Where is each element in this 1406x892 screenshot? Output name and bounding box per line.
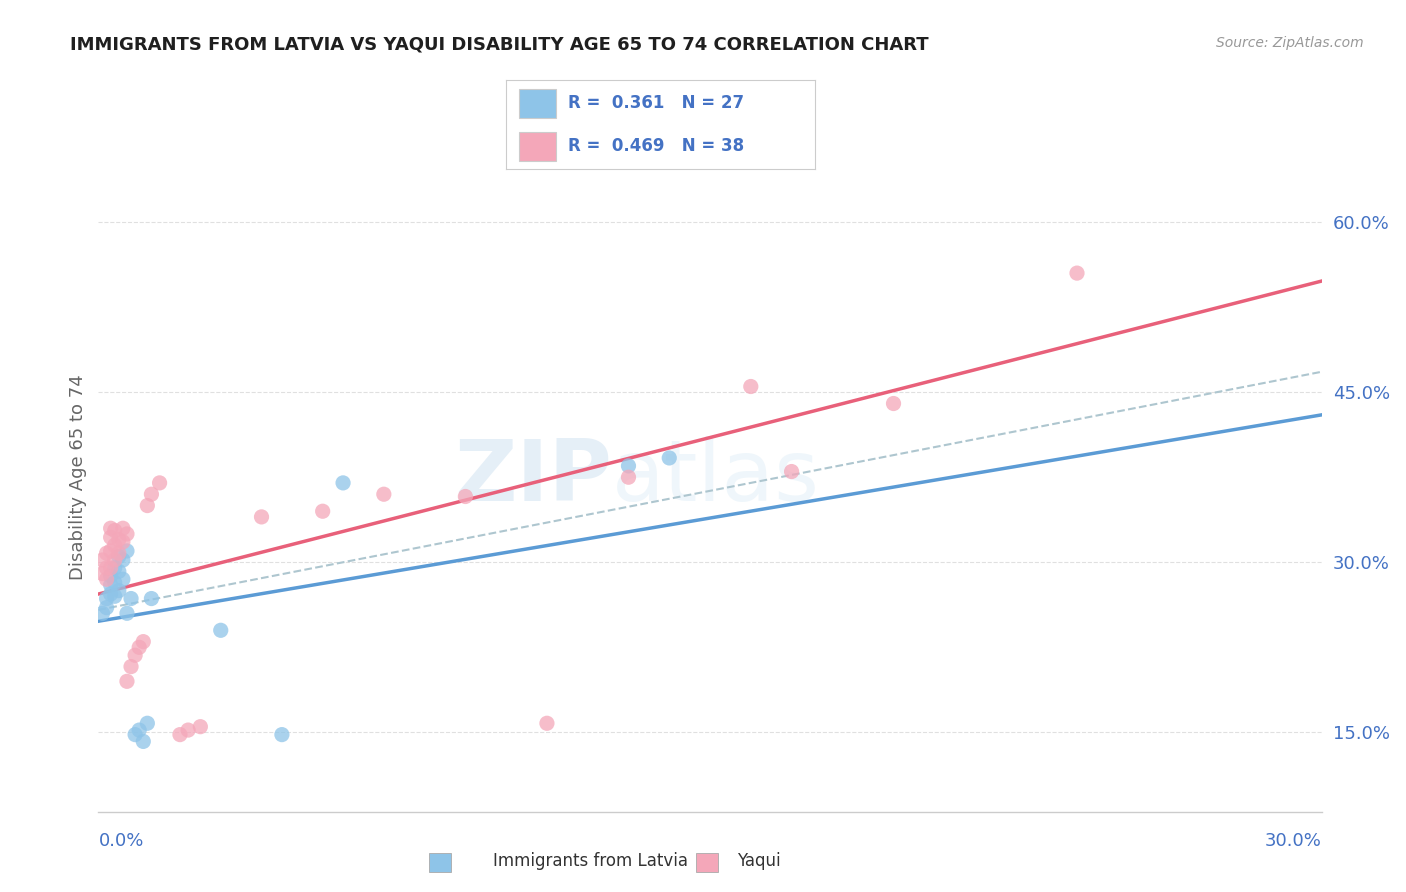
Point [740,379,762,393]
Point [136,716,159,731]
Text: ZIP: ZIP [454,435,612,519]
Point [136,499,159,513]
Point [120,591,142,606]
Point [141,591,163,606]
Point [100,530,122,544]
Point [132,634,155,648]
Point [104,575,127,590]
FancyBboxPatch shape [519,132,555,161]
Point [124,648,146,663]
Point [312,504,335,518]
Point [120,659,142,673]
Point [111,534,134,549]
Point [96,572,118,586]
Point [104,589,127,603]
Point [124,728,146,742]
Text: 0.0%: 0.0% [98,832,143,850]
Point [177,723,200,737]
Point [91,553,114,567]
Point [100,587,122,601]
Point [108,583,131,598]
Point [108,546,131,560]
Point [104,538,127,552]
Point [111,521,134,535]
Text: Source: ZipAtlas.com: Source: ZipAtlas.com [1216,36,1364,50]
Point [373,487,395,501]
Point [1066,266,1088,280]
Point [115,607,138,621]
Point [115,527,138,541]
Point [108,549,131,564]
Point [91,607,114,621]
Text: R =  0.361   N = 27: R = 0.361 N = 27 [568,95,744,112]
Point [454,490,477,504]
Point [169,728,191,742]
Point [128,640,150,655]
Point [141,487,163,501]
Point [96,600,118,615]
Text: IMMIGRANTS FROM LATVIA VS YAQUI DISABILITY AGE 65 TO 74 CORRELATION CHART: IMMIGRANTS FROM LATVIA VS YAQUI DISABILI… [70,36,929,54]
Point [658,450,681,465]
Point [883,396,905,410]
Point [108,565,131,579]
Point [96,561,118,575]
Point [536,716,558,731]
Y-axis label: Disability Age 65 to 74: Disability Age 65 to 74 [69,375,87,580]
Point [115,544,138,558]
Point [128,723,150,737]
Point [617,458,640,473]
Point [108,533,131,547]
Text: Immigrants from Latvia: Immigrants from Latvia [494,852,688,870]
Text: R =  0.469   N = 38: R = 0.469 N = 38 [568,137,744,155]
FancyBboxPatch shape [519,89,555,118]
Point [250,509,273,524]
Text: 30.0%: 30.0% [1265,832,1322,850]
Point [209,624,232,638]
Point [104,553,127,567]
Point [104,561,127,575]
Point [132,734,155,748]
Point [115,674,138,689]
Point [149,475,172,490]
Point [100,544,122,558]
Point [96,546,118,560]
Point [91,566,114,581]
Point [617,470,640,484]
Point [100,569,122,583]
Point [332,475,354,490]
Point [100,578,122,592]
Point [96,591,118,606]
Point [111,572,134,586]
Point [100,521,122,535]
Text: atlas: atlas [612,435,820,519]
Point [104,524,127,538]
Point [188,720,212,734]
Point [780,465,803,479]
Text: Yaqui: Yaqui [737,852,782,870]
Point [270,728,294,742]
Point [100,561,122,575]
Point [111,553,134,567]
